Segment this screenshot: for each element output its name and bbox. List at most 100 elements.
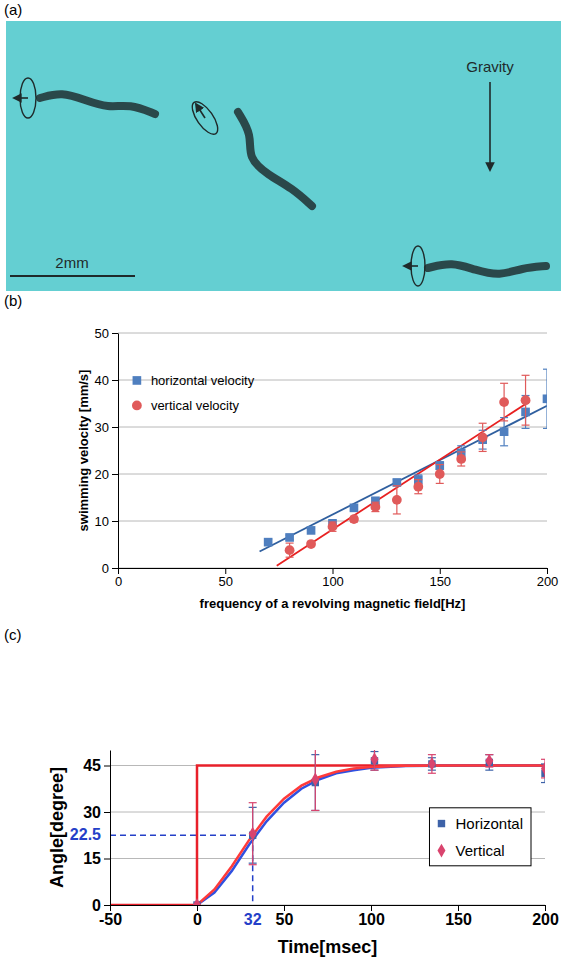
tick: 100 xyxy=(358,905,385,928)
error-bar-cap xyxy=(286,557,294,558)
data-point xyxy=(285,545,295,555)
tick-mark xyxy=(225,568,226,574)
error-bar-cap xyxy=(543,428,547,429)
error-bar xyxy=(485,755,493,771)
data-point xyxy=(543,394,547,403)
error-bar xyxy=(500,383,508,421)
legend-symbol xyxy=(437,844,445,858)
error-bar xyxy=(457,452,465,466)
error-bar xyxy=(371,502,379,511)
tick-label: 200 xyxy=(532,911,559,928)
tick-mark xyxy=(104,812,110,813)
direction-arrow xyxy=(404,265,418,267)
tick: 150 xyxy=(429,568,451,589)
error-bar-cap xyxy=(541,759,545,760)
error-bar-cap xyxy=(370,770,378,771)
tick-label: 100 xyxy=(322,574,344,589)
x-axis-title: frequency of a revolving magnetic field[… xyxy=(200,596,466,611)
scale-bar xyxy=(10,275,135,277)
tick-label: 10 xyxy=(95,514,109,529)
tick: 0 xyxy=(193,905,202,928)
error-bar-cap xyxy=(436,464,444,465)
tick-label: 30 xyxy=(95,420,109,435)
error-bar-cap xyxy=(500,420,508,421)
tick: 0 xyxy=(92,897,110,914)
tick-label: 50 xyxy=(276,911,294,928)
tick-mark xyxy=(371,905,372,911)
data-point xyxy=(500,427,509,436)
tick-label: 0 xyxy=(115,574,122,589)
data-point xyxy=(264,538,273,547)
tick-mark xyxy=(104,766,110,767)
gravity-label: Gravity xyxy=(466,58,514,75)
data-point xyxy=(435,469,445,479)
tick-mark xyxy=(112,333,118,334)
tick: 40 xyxy=(95,373,118,388)
data-point xyxy=(428,757,436,771)
error-bar-cap xyxy=(414,493,422,494)
tick-label: 0 xyxy=(102,561,109,576)
error-bar-cap xyxy=(393,485,401,486)
tick: 50 xyxy=(95,326,118,341)
error-bar xyxy=(436,465,444,484)
annotation-label: 32 xyxy=(244,911,262,928)
tick-mark xyxy=(547,568,548,574)
series-line xyxy=(277,401,530,566)
error-bar-cap xyxy=(436,483,444,484)
legend-symbol xyxy=(133,376,142,385)
tick-label: 45 xyxy=(83,757,101,774)
error-bar xyxy=(329,522,337,531)
data-point xyxy=(499,397,509,407)
error-bar-cap xyxy=(479,423,487,424)
series-points xyxy=(285,375,531,557)
tick-label: 0 xyxy=(92,897,101,914)
legend-symbol xyxy=(132,401,142,411)
tick: 150 xyxy=(445,905,472,928)
annotation-label: 22.5 xyxy=(70,826,101,843)
plot-marks xyxy=(260,369,547,565)
error-bar-cap xyxy=(393,513,401,514)
direction-arrow xyxy=(14,97,28,99)
data-point xyxy=(370,752,378,766)
error-bar-cap xyxy=(428,773,436,774)
data-point xyxy=(307,526,316,535)
tick-mark xyxy=(333,568,334,574)
tick: 15 xyxy=(83,850,110,867)
error-bar-cap xyxy=(500,445,508,446)
error-bar-cap xyxy=(500,383,508,384)
tick: 30 xyxy=(95,420,118,435)
data-point xyxy=(328,522,338,532)
tick-label: 50 xyxy=(95,326,109,341)
tick-label: 20 xyxy=(95,467,109,482)
panel-letter: (b) xyxy=(4,292,22,309)
error-bar-cap xyxy=(414,479,422,480)
legend-label: horizontal velocity xyxy=(151,373,255,388)
y-axis-title: swimming velocity [mm/s] xyxy=(76,370,91,532)
axis-line xyxy=(111,905,546,906)
tick-mark xyxy=(197,905,198,911)
photo-background xyxy=(6,21,561,291)
data-point xyxy=(349,514,359,524)
photo: Gravity2mm xyxy=(6,21,561,291)
tick-label: 150 xyxy=(445,911,472,928)
series-line xyxy=(197,766,545,906)
series-points xyxy=(193,750,545,905)
panel-letter: (c) xyxy=(4,626,22,643)
error-bar-cap xyxy=(457,465,465,466)
direction-arrow xyxy=(196,104,205,118)
error-bar xyxy=(393,486,401,514)
tick-mark xyxy=(104,905,110,906)
tick-mark xyxy=(284,905,285,911)
legend-box xyxy=(429,808,531,866)
error-bar xyxy=(428,758,436,770)
data-point xyxy=(541,762,545,776)
error-bar xyxy=(428,755,436,774)
tick-mark xyxy=(545,905,546,911)
worm xyxy=(238,112,312,206)
tick-mark xyxy=(458,905,459,911)
error-bar-cap xyxy=(249,802,257,803)
plot-marks xyxy=(110,750,545,905)
data-point xyxy=(249,827,257,841)
data-point xyxy=(521,395,531,405)
grid-line xyxy=(118,333,547,334)
